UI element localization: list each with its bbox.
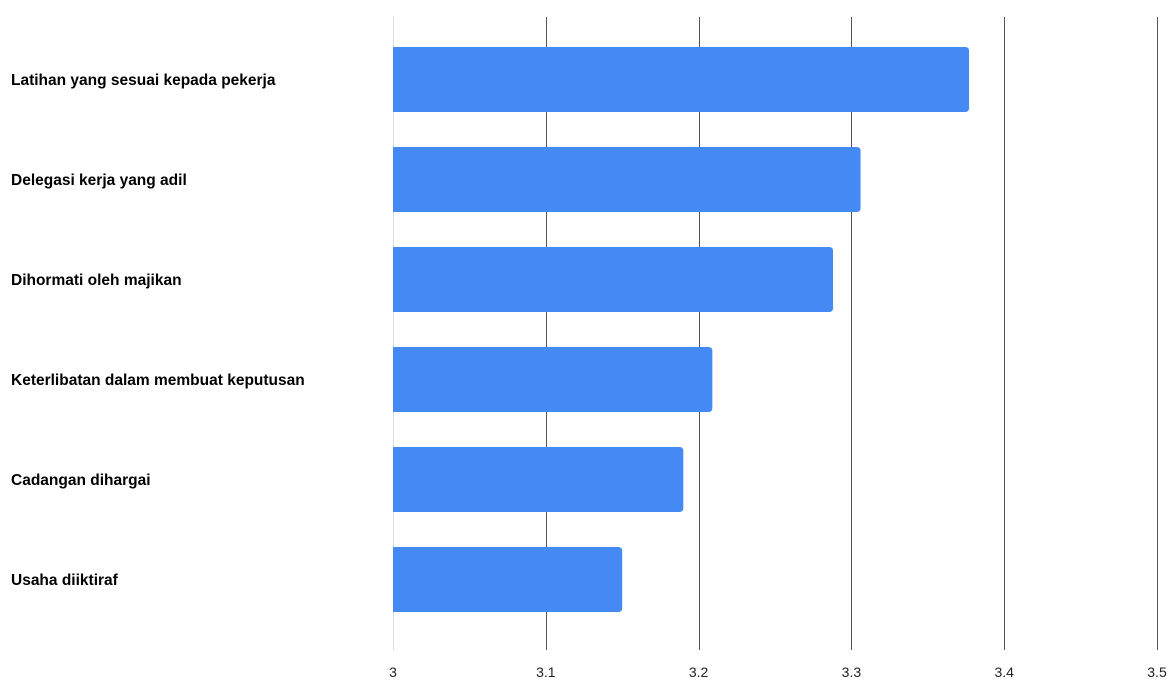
category-label: Dihormati oleh majikan [11, 272, 182, 289]
category-label: Delegasi kerja yang adil [11, 172, 187, 189]
tick-label-layer: 3 3.1 3.2 3.3 3.4 3.5 [389, 664, 1167, 680]
x-tick-label: 3.2 [689, 664, 709, 680]
category-label-layer: Latihan yang sesuai kepada pekerja Delega… [11, 72, 305, 589]
bar [393, 47, 970, 112]
category-label: Usaha diiktiraf [11, 572, 119, 589]
bar [393, 447, 684, 512]
grid-layer [393, 17, 1158, 650]
x-tick-label: 3 [389, 664, 397, 680]
bar-layer [393, 47, 970, 612]
category-label: Keterlibatan dalam membuat keputusan [11, 372, 305, 389]
bar [393, 347, 713, 412]
bar [393, 247, 834, 312]
x-tick-label: 3.4 [994, 664, 1014, 680]
bar [393, 547, 623, 612]
x-tick-label: 3.3 [842, 664, 862, 680]
category-label: Latihan yang sesuai kepada pekerja [11, 72, 276, 89]
x-tick-label: 3.5 [1147, 664, 1167, 680]
x-tick-label: 3.1 [536, 664, 556, 680]
category-label: Cadangan dihargai [11, 472, 151, 489]
bar [393, 147, 861, 212]
